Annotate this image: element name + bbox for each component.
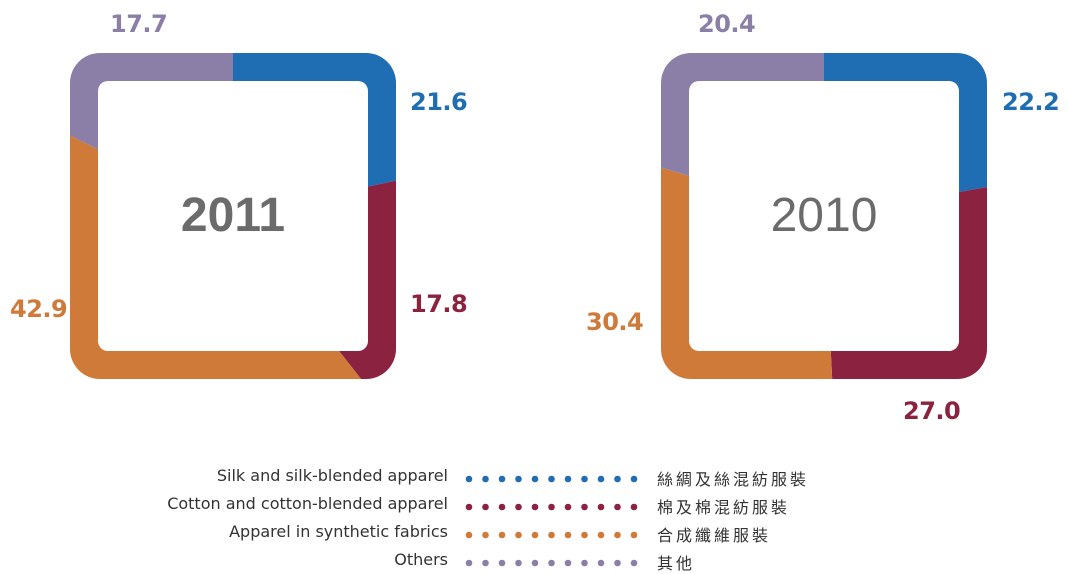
legend-dot	[515, 475, 522, 483]
legend-dot	[465, 475, 473, 483]
legend-dot	[581, 475, 588, 483]
legend-dot	[614, 503, 621, 511]
legend-dot	[630, 475, 638, 483]
legend-dot	[630, 559, 638, 567]
legend-dot	[498, 531, 506, 539]
ring-slice-others	[0, 0, 233, 216]
ring-slice-silk	[233, 0, 552, 216]
legend-label-en: Others	[394, 550, 448, 569]
ring-chart-2011	[0, 0, 559, 542]
legend-dot	[465, 559, 473, 567]
legend-dot	[614, 559, 621, 567]
legend-dot	[531, 531, 539, 539]
legend-dot	[482, 475, 489, 483]
legend-dot	[498, 559, 506, 567]
legend-dot	[564, 503, 572, 511]
ring-chart-2010	[498, 0, 1068, 542]
chart-2010-synthetic-value: 30.4	[586, 308, 644, 336]
legend-dot	[482, 503, 489, 511]
chart-2010-cotton-value: 27.0	[903, 397, 961, 425]
chart-2011-silk-value: 21.6	[410, 88, 468, 116]
legend-dot	[597, 475, 605, 483]
legend-label-zh: 棉及棉混紡服裝	[657, 498, 791, 517]
ring-slice-others	[511, 0, 824, 216]
legend-dot	[564, 559, 572, 567]
legend-dot	[548, 531, 555, 539]
chart-2010-others-value: 20.4	[698, 10, 756, 38]
legend-dot	[597, 559, 605, 567]
legend-swatch-dots	[465, 531, 638, 539]
legend-dot	[531, 559, 539, 567]
legend-dot	[465, 531, 473, 539]
legend-dot	[531, 475, 539, 483]
legend-dot	[614, 531, 621, 539]
chart-2011-synthetic-value: 42.9	[10, 295, 68, 323]
legend-item-others: Others 其他	[0, 550, 1068, 574]
legend-item-synthetic: Apparel in synthetic fabrics 合成纖維服裝	[0, 522, 1068, 546]
legend-swatch-dots	[465, 559, 638, 567]
legend-dot	[498, 475, 506, 483]
legend-dot	[482, 531, 489, 539]
legend-dot	[581, 531, 588, 539]
legend-dot	[564, 531, 572, 539]
ring-slice-synthetic	[498, 123, 841, 542]
legend-label-zh: 絲綢及絲混紡服裝	[657, 470, 810, 489]
ring-slice-silk	[824, 0, 1068, 216]
legend-dot	[482, 559, 489, 567]
legend-swatch-dots	[465, 503, 638, 511]
legend-dot	[515, 559, 522, 567]
legend-label-en: Cotton and cotton-blended apparel	[167, 494, 448, 513]
chart-2011-cotton-value: 17.8	[410, 290, 468, 318]
legend-dot	[498, 503, 506, 511]
legend-dot	[630, 503, 638, 511]
legend-dot	[548, 559, 555, 567]
legend-dot	[465, 503, 473, 511]
legend-swatch-dots	[465, 475, 638, 483]
legend-dot	[531, 503, 539, 511]
ring-slice-cotton	[824, 172, 1068, 542]
legend-label-zh: 其他	[657, 554, 696, 573]
legend-label-zh: 合成纖維服裝	[657, 526, 772, 545]
ring-slice-cotton	[233, 146, 559, 473]
legend-dot	[581, 559, 588, 567]
legend-label-en: Silk and silk-blended apparel	[216, 466, 448, 485]
legend-dot	[548, 503, 555, 511]
legend-dot	[614, 475, 621, 483]
legend-dot	[515, 503, 522, 511]
legend-label-en: Apparel in synthetic fabrics	[229, 522, 448, 541]
legend-dot	[630, 531, 638, 539]
legend-item-cotton: Cotton and cotton-blended apparel 棉及棉混紡服…	[0, 494, 1068, 518]
legend-dot	[515, 531, 522, 539]
chart-2010-silk-value: 22.2	[1002, 88, 1060, 116]
legend-dot	[581, 503, 588, 511]
chart-2011-others-value: 17.7	[110, 10, 168, 38]
ring-slice-synthetic	[0, 100, 435, 542]
chart-2011-year-label: 2011	[180, 189, 286, 242]
legend-dot	[597, 503, 605, 511]
legend-item-silk: Silk and silk-blended apparel 絲綢及絲混紡服裝	[0, 466, 1068, 490]
chart-2010-year-label: 2010	[770, 189, 878, 242]
legend-dot	[564, 475, 572, 483]
legend-dot	[597, 531, 605, 539]
legend-dot	[548, 475, 555, 483]
